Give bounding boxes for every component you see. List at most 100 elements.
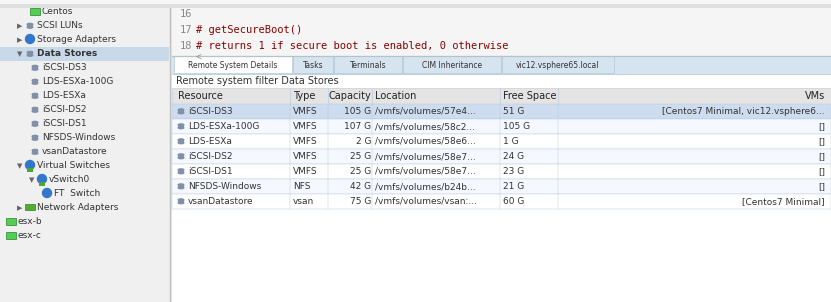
Bar (360, 0, 372, 4)
Text: 105 G: 105 G (344, 107, 371, 116)
Ellipse shape (32, 82, 37, 84)
Text: VMFS: VMFS (293, 107, 317, 116)
Ellipse shape (178, 142, 184, 144)
Bar (32, 95, 37, 97)
Text: Centos: Centos (42, 8, 73, 17)
Bar (178, 170, 184, 173)
Bar (172, 134, 831, 149)
Ellipse shape (32, 121, 37, 124)
Bar (600, 0, 612, 4)
Bar (672, 0, 684, 4)
Bar (25, 204, 35, 210)
Bar (293, 56, 333, 73)
Bar (27, 168, 33, 172)
Ellipse shape (178, 112, 184, 114)
Ellipse shape (32, 138, 37, 140)
Text: ▼: ▼ (17, 51, 22, 57)
Bar (264, 0, 276, 4)
Text: /vmfs/volumes/vsan:...: /vmfs/volumes/vsan:... (375, 197, 477, 206)
Text: /vmfs/volumes/57e4...: /vmfs/volumes/57e4... (375, 107, 475, 116)
Text: LDS-ESXa: LDS-ESXa (188, 137, 232, 146)
Ellipse shape (178, 157, 184, 159)
Text: iSCSI-DS2: iSCSI-DS2 (188, 152, 233, 161)
Text: # getSecureBoot(): # getSecureBoot() (196, 25, 302, 35)
Text: LDS-ESXa: LDS-ESXa (42, 92, 86, 101)
Bar (324, 0, 336, 4)
Bar (36, 0, 48, 4)
Text: [Centos7 Minimal, vic12.vsphere6...: [Centos7 Minimal, vic12.vsphere6... (662, 107, 825, 116)
Bar (32, 108, 37, 111)
Bar (612, 0, 624, 4)
Text: []: [] (818, 137, 825, 146)
Bar (178, 200, 184, 203)
Text: []: [] (818, 122, 825, 131)
Text: [Centos7 Minimal]: [Centos7 Minimal] (742, 197, 825, 206)
Bar (178, 125, 184, 128)
Text: 23 G: 23 G (503, 167, 524, 176)
Text: 2 G: 2 G (356, 137, 371, 146)
Ellipse shape (178, 202, 184, 204)
Ellipse shape (32, 96, 37, 98)
Bar (172, 56, 831, 302)
Bar (720, 0, 732, 4)
Text: 25 G: 25 G (350, 152, 371, 161)
Bar (336, 0, 348, 4)
Bar (0, 0, 831, 8)
Bar (288, 0, 300, 4)
Bar (144, 0, 156, 4)
Bar (384, 0, 396, 4)
Circle shape (26, 34, 35, 43)
Text: Remote System Details: Remote System Details (189, 60, 278, 69)
Bar (492, 0, 504, 4)
Text: VMFS: VMFS (293, 152, 317, 161)
Text: Free Space: Free Space (503, 91, 557, 101)
Ellipse shape (32, 93, 37, 95)
Bar (552, 0, 564, 4)
Bar (756, 0, 768, 4)
Bar (178, 155, 184, 158)
Text: Type: Type (293, 91, 316, 101)
Text: iSCSI-DS1: iSCSI-DS1 (188, 167, 233, 176)
Bar (780, 0, 792, 4)
Bar (172, 56, 831, 74)
Bar (172, 88, 831, 104)
Bar (108, 0, 120, 4)
Circle shape (37, 175, 47, 184)
Bar (32, 80, 37, 83)
Bar (480, 0, 492, 4)
Text: /vmfs/volumes/58e7...: /vmfs/volumes/58e7... (375, 152, 476, 161)
Text: CIM Inheritance: CIM Inheritance (422, 60, 482, 69)
Bar (204, 0, 216, 4)
Bar (768, 0, 780, 4)
Text: VMFS: VMFS (293, 137, 317, 146)
Ellipse shape (27, 23, 32, 25)
Text: Data Stores: Data Stores (37, 50, 97, 59)
Ellipse shape (27, 51, 32, 53)
Text: Resource: Resource (178, 91, 223, 101)
Text: Location: Location (375, 91, 416, 101)
Text: vsan: vsan (293, 197, 314, 206)
Text: iSCSI-DS3: iSCSI-DS3 (188, 107, 233, 116)
Ellipse shape (32, 108, 37, 109)
Text: []: [] (818, 167, 825, 176)
Ellipse shape (32, 66, 37, 67)
Text: 105 G: 105 G (503, 122, 530, 131)
Bar (684, 0, 696, 4)
Ellipse shape (27, 26, 32, 28)
Text: 1 G: 1 G (503, 137, 519, 146)
Bar (300, 0, 312, 4)
Text: esx-c: esx-c (18, 232, 42, 240)
Text: vic12.vsphere65.local: vic12.vsphere65.local (516, 60, 600, 69)
Text: vSwitch0: vSwitch0 (49, 175, 91, 185)
Bar (502, 56, 614, 73)
Ellipse shape (178, 154, 184, 156)
Ellipse shape (178, 109, 184, 111)
Ellipse shape (178, 124, 184, 126)
Bar (624, 0, 636, 4)
Bar (660, 0, 672, 4)
Ellipse shape (32, 110, 37, 112)
Text: /vmfs/volumes/58e6...: /vmfs/volumes/58e6... (375, 137, 476, 146)
Bar (744, 0, 756, 4)
Bar (120, 0, 132, 4)
Ellipse shape (178, 127, 184, 129)
